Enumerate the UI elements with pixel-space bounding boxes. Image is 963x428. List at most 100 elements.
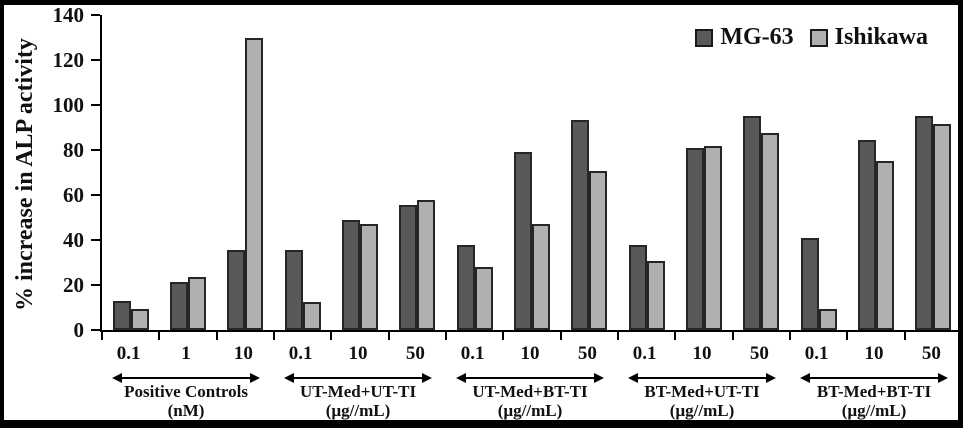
bar-ishikawa bbox=[933, 124, 952, 330]
bar-ishikawa bbox=[532, 224, 550, 330]
x-tick-mark bbox=[559, 332, 562, 340]
y-tick-label: 80 bbox=[63, 138, 84, 162]
y-tick-label: 100 bbox=[52, 93, 85, 117]
group-caption: UT-Med+UT-TI (µg//mL) bbox=[272, 371, 444, 420]
x-tick-mark bbox=[387, 332, 390, 340]
bar-mg-63 bbox=[456, 244, 475, 330]
legend-swatch bbox=[809, 28, 828, 47]
bar-ishikawa bbox=[818, 308, 837, 330]
x-tick-mark bbox=[789, 332, 791, 340]
bar-ishikawa bbox=[646, 261, 665, 330]
x-tick-label: 10 bbox=[520, 343, 540, 364]
y-tick-mark bbox=[91, 149, 100, 151]
x-tick-label: 50 bbox=[749, 343, 769, 364]
plot-area bbox=[100, 15, 958, 340]
x-tick-label: 0.1 bbox=[804, 343, 829, 364]
x-tick-mark bbox=[502, 332, 505, 340]
x-tick-mark bbox=[846, 332, 849, 340]
bar-mg-63 bbox=[227, 250, 246, 330]
bar-ishikawa bbox=[417, 199, 436, 330]
group-caption: BT-Med+BT-TI (µg//mL) bbox=[788, 371, 958, 420]
x-axis-labels: 0.1 1 10 0.1 10 50 0.1 10 50 0.1 10 50 0.1 10 50 bbox=[100, 343, 958, 367]
legend-item: MG-63 bbox=[695, 24, 794, 51]
bar-mg-63 bbox=[628, 244, 647, 330]
y-tick-mark bbox=[91, 284, 100, 286]
group-range-arrow bbox=[628, 373, 776, 383]
bar-ishikawa bbox=[245, 37, 264, 330]
y-tick-label: 20 bbox=[63, 273, 84, 297]
group-caption: Positive Controls (nM) bbox=[100, 371, 272, 420]
x-tick-label: 10 bbox=[233, 343, 253, 364]
legend: MG-63 Ishikawa bbox=[695, 24, 928, 51]
x-tick-label: 50 bbox=[921, 343, 941, 364]
y-axis: 0 20 40 60 80 100 120 140 bbox=[4, 5, 100, 341]
x-tick-label: 50 bbox=[577, 343, 597, 364]
x-tick-label: 0.1 bbox=[288, 343, 313, 364]
bar-mg-63 bbox=[284, 250, 303, 330]
x-tick-mark bbox=[617, 332, 619, 340]
legend-item: Ishikawa bbox=[809, 24, 928, 51]
group-range-arrow bbox=[456, 373, 604, 383]
y-tick-mark bbox=[91, 194, 100, 196]
group-label: UT-Med+UT-TI bbox=[299, 382, 417, 401]
x-tick-mark bbox=[158, 332, 161, 340]
x-tick-mark bbox=[445, 332, 447, 340]
bar-ishikawa bbox=[761, 133, 780, 330]
group-unit: (nM) bbox=[167, 401, 205, 420]
group-range-arrow bbox=[112, 373, 260, 383]
bar-ishikawa bbox=[876, 161, 894, 330]
group-range-arrow bbox=[284, 373, 432, 383]
legend-label: MG-63 bbox=[720, 24, 794, 50]
x-tick-label: 50 bbox=[405, 343, 425, 364]
bar-mg-63 bbox=[858, 139, 876, 330]
group-unit: (µg//mL) bbox=[841, 401, 907, 420]
group-label: UT-Med+BT-TI bbox=[472, 382, 588, 401]
bar-mg-63 bbox=[112, 300, 131, 330]
bar-ishikawa bbox=[360, 224, 378, 330]
group-range-arrow bbox=[800, 373, 948, 383]
x-tick-mark bbox=[215, 332, 218, 340]
y-tick-mark bbox=[91, 329, 100, 331]
y-tick-label: 0 bbox=[73, 318, 85, 342]
x-tick-label: 10 bbox=[348, 343, 368, 364]
legend-label: Ishikawa bbox=[834, 24, 928, 50]
group-caption: UT-Med+BT-TI (µg//mL) bbox=[444, 371, 616, 420]
x-tick-mark bbox=[273, 332, 275, 340]
bar-mg-63 bbox=[399, 205, 418, 330]
bar-mg-63 bbox=[170, 281, 188, 330]
group-label: BT-Med+BT-TI bbox=[816, 382, 932, 401]
bar-ishikawa bbox=[302, 301, 321, 330]
x-tick-mark bbox=[903, 332, 906, 340]
x-tick-label: 10 bbox=[692, 343, 712, 364]
group-unit: (µg//mL) bbox=[669, 401, 735, 420]
y-tick-label: 120 bbox=[52, 48, 85, 72]
bar-mg-63 bbox=[571, 119, 590, 330]
y-tick-mark bbox=[91, 239, 100, 241]
x-tick-label: 0.1 bbox=[116, 343, 141, 364]
bar-mg-63 bbox=[915, 116, 934, 330]
bar-ishikawa bbox=[589, 171, 608, 330]
y-tick-label: 40 bbox=[63, 228, 84, 252]
legend-swatch bbox=[695, 28, 714, 47]
group-unit: (µg//mL) bbox=[325, 401, 391, 420]
group-label: Positive Controls bbox=[124, 382, 248, 401]
x-tick-label: 10 bbox=[864, 343, 884, 364]
bar-ishikawa bbox=[188, 277, 206, 330]
bar-mg-63 bbox=[743, 116, 762, 330]
group-unit: (µg//mL) bbox=[497, 401, 563, 420]
x-tick-label: 0.1 bbox=[460, 343, 485, 364]
x-tick-mark bbox=[330, 332, 333, 340]
y-tick-label: 60 bbox=[63, 183, 84, 207]
y-tick-mark bbox=[91, 14, 100, 16]
bar-ishikawa bbox=[474, 267, 493, 330]
x-tick-label: 1 bbox=[181, 343, 191, 364]
group-label: BT-Med+UT-TI bbox=[644, 382, 760, 401]
bar-ishikawa bbox=[130, 308, 149, 330]
bar-mg-63 bbox=[514, 152, 532, 330]
y-tick-mark bbox=[91, 104, 100, 106]
bar-ishikawa bbox=[704, 145, 722, 330]
bar-mg-63 bbox=[342, 219, 360, 330]
bar-mg-63 bbox=[686, 147, 704, 330]
x-tick-label: 0.1 bbox=[632, 343, 657, 364]
